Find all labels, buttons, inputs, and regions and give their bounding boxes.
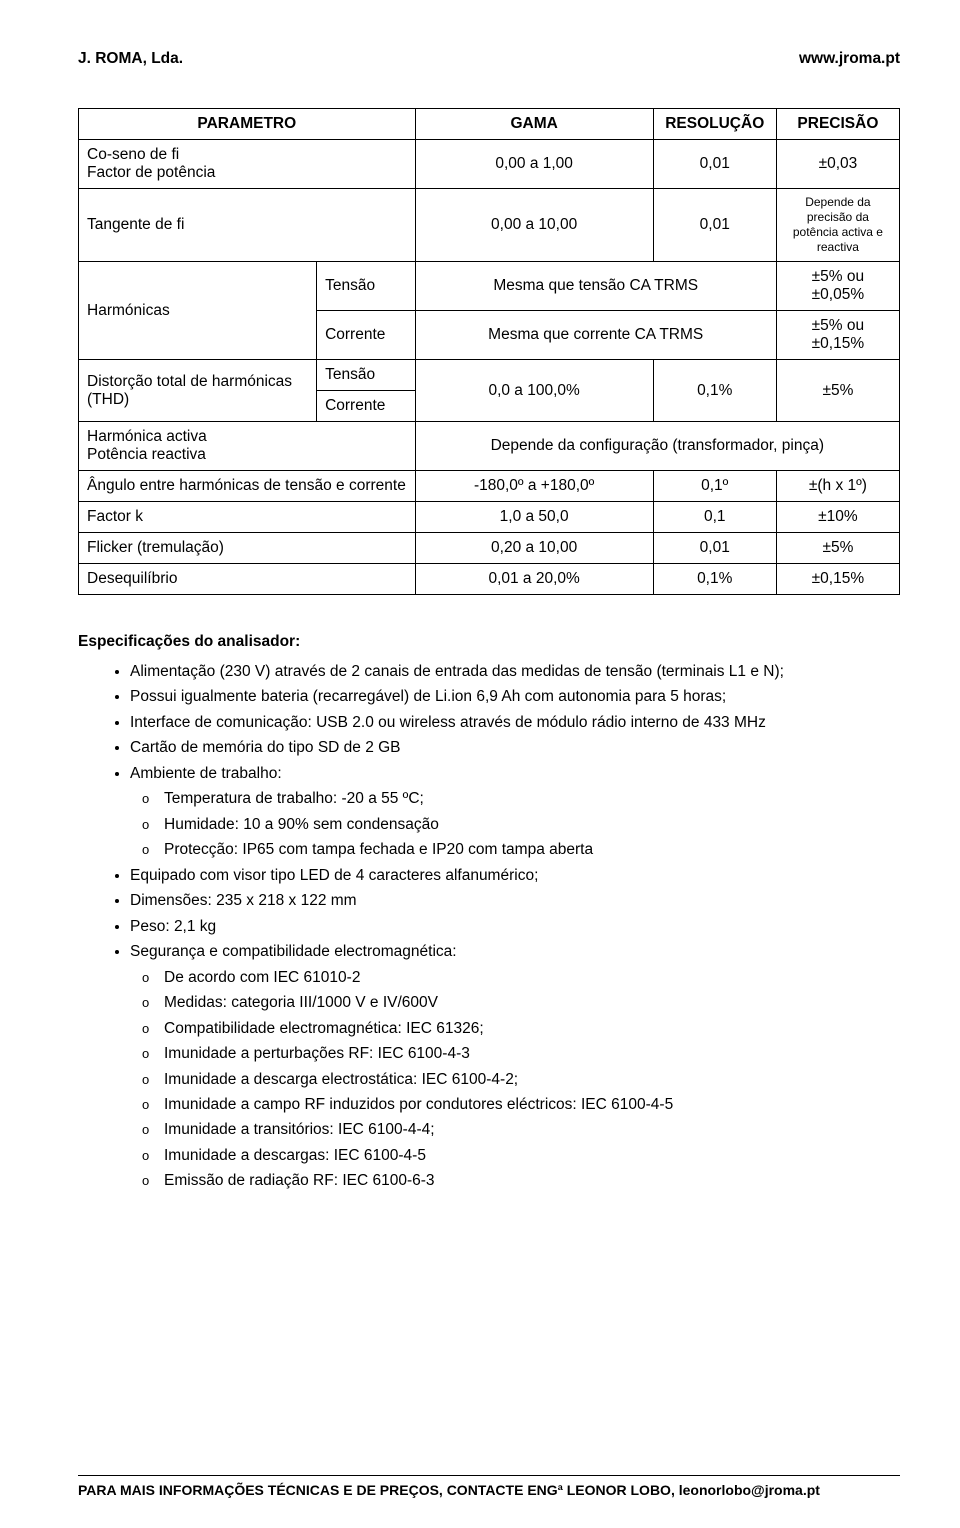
cell: 0,01 (653, 533, 776, 564)
cell-label: Co-seno de fi Factor de potência (79, 140, 416, 189)
cell: Depende da precisão da potência activa e… (776, 189, 899, 262)
cell: 1,0 a 50,0 (415, 502, 653, 533)
sublist-item: Compatibilidade electromagnética: IEC 61… (164, 1018, 900, 1040)
cell: Corrente (317, 391, 416, 422)
label-line: Factor de potência (87, 164, 407, 182)
specs-list: Alimentação (230 V) através de 2 canais … (90, 661, 900, 1193)
cell-label: Desequilíbrio (79, 564, 416, 595)
cell: 0,01 a 20,0% (415, 564, 653, 595)
page: J. ROMA, Lda. www.jroma.pt PARAMETRO GAM… (0, 0, 960, 1528)
cell: 0,00 a 1,00 (415, 140, 653, 189)
cell: -180,0º a +180,0º (415, 471, 653, 502)
list-item: Segurança e compatibilidade electromagné… (130, 941, 900, 1193)
cell: ±5% ou ±0,15% (776, 311, 899, 360)
cell: Tensão (317, 360, 416, 391)
cell: Tensão (317, 262, 416, 311)
table-head-row: PARAMETRO GAMA RESOLUÇÃO PRECISÃO (79, 109, 900, 140)
cell: ±0,03 (776, 140, 899, 189)
table-row: Harmónicas Tensão Mesma que tensão CA TR… (79, 262, 900, 311)
cell-label: Harmónicas (79, 262, 317, 360)
sublist: De acordo com IEC 61010-2 Medidas: categ… (130, 967, 900, 1193)
cell-label: Tangente de fi (79, 189, 416, 262)
cell: 0,01 (653, 189, 776, 262)
th-precisao: PRECISÃO (776, 109, 899, 140)
cell: 0,1% (653, 564, 776, 595)
header-right: www.jroma.pt (799, 50, 900, 68)
cell: ±0,15% (776, 564, 899, 595)
table-row: Co-seno de fi Factor de potência 0,00 a … (79, 140, 900, 189)
sublist-item: Emissão de radiação RF: IEC 6100-6-3 (164, 1170, 900, 1192)
label-line: Co-seno de fi (87, 146, 407, 164)
cell: ±5% (776, 360, 899, 422)
cell: ±(h x 1º) (776, 471, 899, 502)
header-left: J. ROMA, Lda. (78, 50, 183, 68)
spec-table: PARAMETRO GAMA RESOLUÇÃO PRECISÃO Co-sen… (78, 108, 900, 595)
table-row: Factor k 1,0 a 50,0 0,1 ±10% (79, 502, 900, 533)
cell-label: Distorção total de harmónicas (THD) (79, 360, 317, 422)
cell: ±5% (776, 533, 899, 564)
cell: Corrente (317, 311, 416, 360)
cell-label: Flicker (tremulação) (79, 533, 416, 564)
cell: 0,0 a 100,0% (415, 360, 653, 422)
list-item-label: Segurança e compatibilidade electromagné… (130, 943, 457, 960)
cell: ±10% (776, 502, 899, 533)
list-item: Dimensões: 235 x 218 x 122 mm (130, 890, 900, 912)
cell: Mesma que corrente CA TRMS (415, 311, 776, 360)
sublist-item: Temperatura de trabalho: -20 a 55 ºC; (164, 788, 900, 810)
page-header: J. ROMA, Lda. www.jroma.pt (78, 50, 900, 68)
cell: 0,01 (653, 140, 776, 189)
table-row: Tangente de fi 0,00 a 10,00 0,01 Depende… (79, 189, 900, 262)
sublist-item: Humidade: 10 a 90% sem condensação (164, 814, 900, 836)
th-gama: GAMA (415, 109, 653, 140)
cell: ±5% ou ±0,05% (776, 262, 899, 311)
cell: 0,1º (653, 471, 776, 502)
label-line: Harmónica activa (87, 428, 407, 446)
cell: 0,1% (653, 360, 776, 422)
sublist: Temperatura de trabalho: -20 a 55 ºC; Hu… (130, 788, 900, 861)
table-row: Flicker (tremulação) 0,20 a 10,00 0,01 ±… (79, 533, 900, 564)
list-item: Peso: 2,1 kg (130, 916, 900, 938)
sublist-item: De acordo com IEC 61010-2 (164, 967, 900, 989)
page-footer: PARA MAIS INFORMAÇÕES TÉCNICAS E DE PREÇ… (78, 1475, 900, 1498)
sublist-item: Medidas: categoria III/1000 V e IV/600V (164, 992, 900, 1014)
sublist-item: Imunidade a descargas: IEC 6100-4-5 (164, 1145, 900, 1167)
list-item: Equipado com visor tipo LED de 4 caracte… (130, 865, 900, 887)
cell: 0,1 (653, 502, 776, 533)
sublist-item: Imunidade a transitórios: IEC 6100-4-4; (164, 1119, 900, 1141)
cell: Depende da configuração (transformador, … (415, 422, 899, 471)
list-item: Possui igualmente bateria (recarregável)… (130, 686, 900, 708)
cell: 0,00 a 10,00 (415, 189, 653, 262)
table-row: Harmónica activa Potência reactiva Depen… (79, 422, 900, 471)
sublist-item: Imunidade a descarga electrostática: IEC… (164, 1069, 900, 1091)
sublist-item: Imunidade a perturbações RF: IEC 6100-4-… (164, 1043, 900, 1065)
th-parametro: PARAMETRO (79, 109, 416, 140)
cell-label: Factor k (79, 502, 416, 533)
cell: Mesma que tensão CA TRMS (415, 262, 776, 311)
cell-label: Ângulo entre harmónicas de tensão e corr… (79, 471, 416, 502)
table-row: Desequilíbrio 0,01 a 20,0% 0,1% ±0,15% (79, 564, 900, 595)
list-item: Interface de comunicação: USB 2.0 ou wir… (130, 712, 900, 734)
label-line: Potência reactiva (87, 446, 407, 464)
sublist-item: Protecção: IP65 com tampa fechada e IP20… (164, 839, 900, 861)
sublist-item: Imunidade a campo RF induzidos por condu… (164, 1094, 900, 1116)
cell: 0,20 a 10,00 (415, 533, 653, 564)
list-item: Alimentação (230 V) através de 2 canais … (130, 661, 900, 683)
th-resolucao: RESOLUÇÃO (653, 109, 776, 140)
cell-label: Harmónica activa Potência reactiva (79, 422, 416, 471)
list-item: Cartão de memória do tipo SD de 2 GB (130, 737, 900, 759)
list-item-label: Ambiente de trabalho: (130, 765, 282, 782)
specs-title: Especificações do analisador: (78, 633, 900, 651)
list-item: Ambiente de trabalho: Temperatura de tra… (130, 763, 900, 862)
table-row: Ângulo entre harmónicas de tensão e corr… (79, 471, 900, 502)
table-row: Distorção total de harmónicas (THD) Tens… (79, 360, 900, 391)
